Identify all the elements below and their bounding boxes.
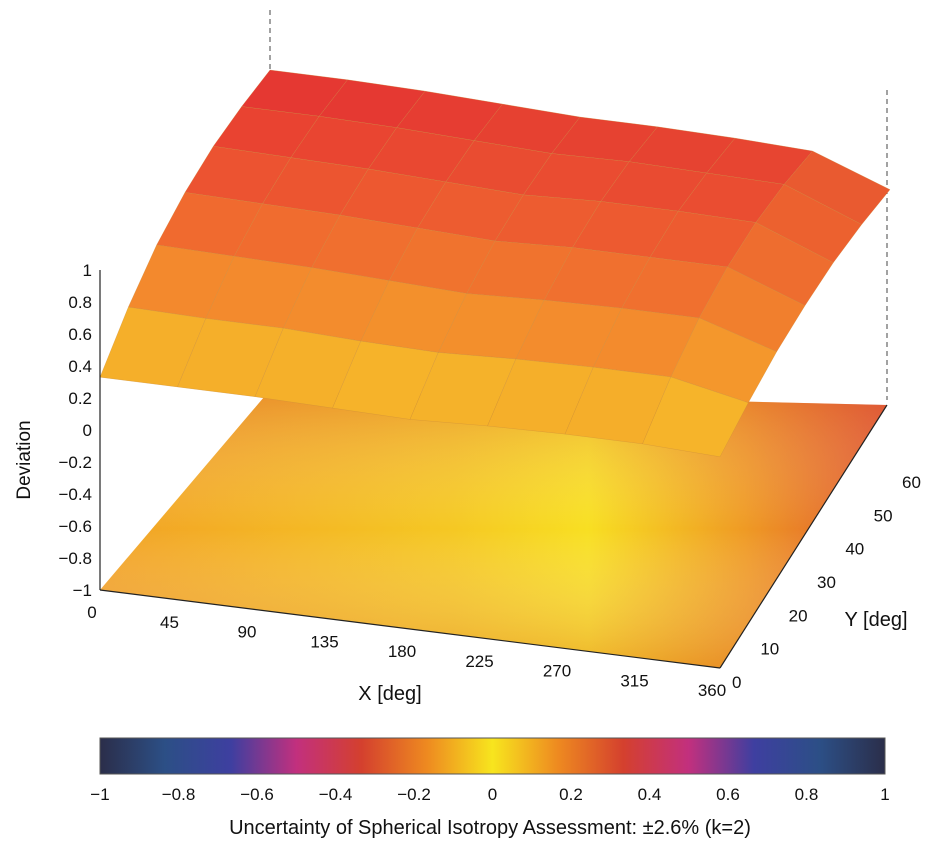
x-tick-label: 135	[310, 632, 338, 651]
colorbar-tick-label: 0.6	[716, 785, 740, 804]
y-tick-label: 40	[845, 540, 864, 559]
x-tick-label: 0	[87, 603, 96, 622]
x-tick-label: 180	[388, 642, 416, 661]
z-tick-label: −1	[73, 581, 92, 600]
colorbar-tick-label: −1	[90, 785, 109, 804]
x-tick-label: 90	[238, 623, 257, 642]
y-axis-label: Y [deg]	[844, 609, 907, 631]
colorbar-tick-label: 0.2	[559, 785, 583, 804]
colorbar-tick-label: 0.8	[795, 785, 819, 804]
colorbar-tick-label: −0.2	[397, 785, 431, 804]
colorbar-ticks: −1 −0.8 −0.6 −0.4 −0.2 0 0.2 0.4 0.6 0.8 1	[90, 785, 889, 804]
x-tick-label: 225	[465, 652, 493, 671]
colorbar-tick-label: 1	[880, 785, 889, 804]
z-tick-label: 0.6	[68, 325, 92, 344]
y-tick-label: 60	[902, 473, 921, 492]
z-axis-label: Deviation	[14, 420, 35, 499]
z-tick-label: 0.8	[68, 293, 92, 312]
y-tick-label: 30	[817, 573, 836, 592]
y-tick-label: 10	[760, 640, 779, 659]
z-tick-label: 0	[83, 421, 92, 440]
x-tick-label: 45	[160, 613, 179, 632]
colorbar-tick-label: −0.6	[240, 785, 274, 804]
y-tick-label: 0	[732, 673, 741, 692]
x-axis-label: X [deg]	[358, 683, 421, 705]
colorbar-tick-label: 0.4	[638, 785, 662, 804]
caption: Uncertainty of Spherical Isotropy Assess…	[229, 817, 751, 839]
x-axis-line	[99, 589, 721, 669]
x-tick-label: 315	[620, 671, 648, 690]
z-tick-label: 0.2	[68, 389, 92, 408]
y-tick-label: 50	[874, 506, 893, 525]
z-tick-label: 1	[83, 261, 92, 280]
z-tick-label: −0.6	[58, 517, 92, 536]
z-tick-label: 0.4	[68, 357, 92, 376]
y-axis-ticks: 0 10 20 30 40 50 60	[732, 473, 921, 692]
colorbar-tick-label: 0	[488, 785, 497, 804]
x-tick-label: 360	[698, 681, 726, 700]
z-axis-ticks: 1 0.8 0.6 0.4 0.2 0 −0.2 −0.4 −0.6 −0.8 −1	[58, 261, 92, 600]
deviation-surface	[99, 69, 891, 458]
z-tick-label: −0.2	[58, 453, 92, 472]
z-tick-label: −0.8	[58, 549, 92, 568]
floor-projection-shade	[100, 390, 887, 668]
z-tick-label: −0.4	[58, 485, 92, 504]
colorbar-tick-label: −0.4	[319, 785, 353, 804]
x-axis-ticks: 0 45 90 135 180 225 270 315 360	[87, 603, 726, 700]
surface-patch	[642, 376, 749, 458]
x-tick-label: 270	[543, 662, 571, 681]
colorbar	[99, 737, 886, 775]
colorbar-tick-label: −0.8	[162, 785, 196, 804]
y-tick-label: 20	[789, 606, 808, 625]
y-axis-line	[719, 404, 888, 669]
